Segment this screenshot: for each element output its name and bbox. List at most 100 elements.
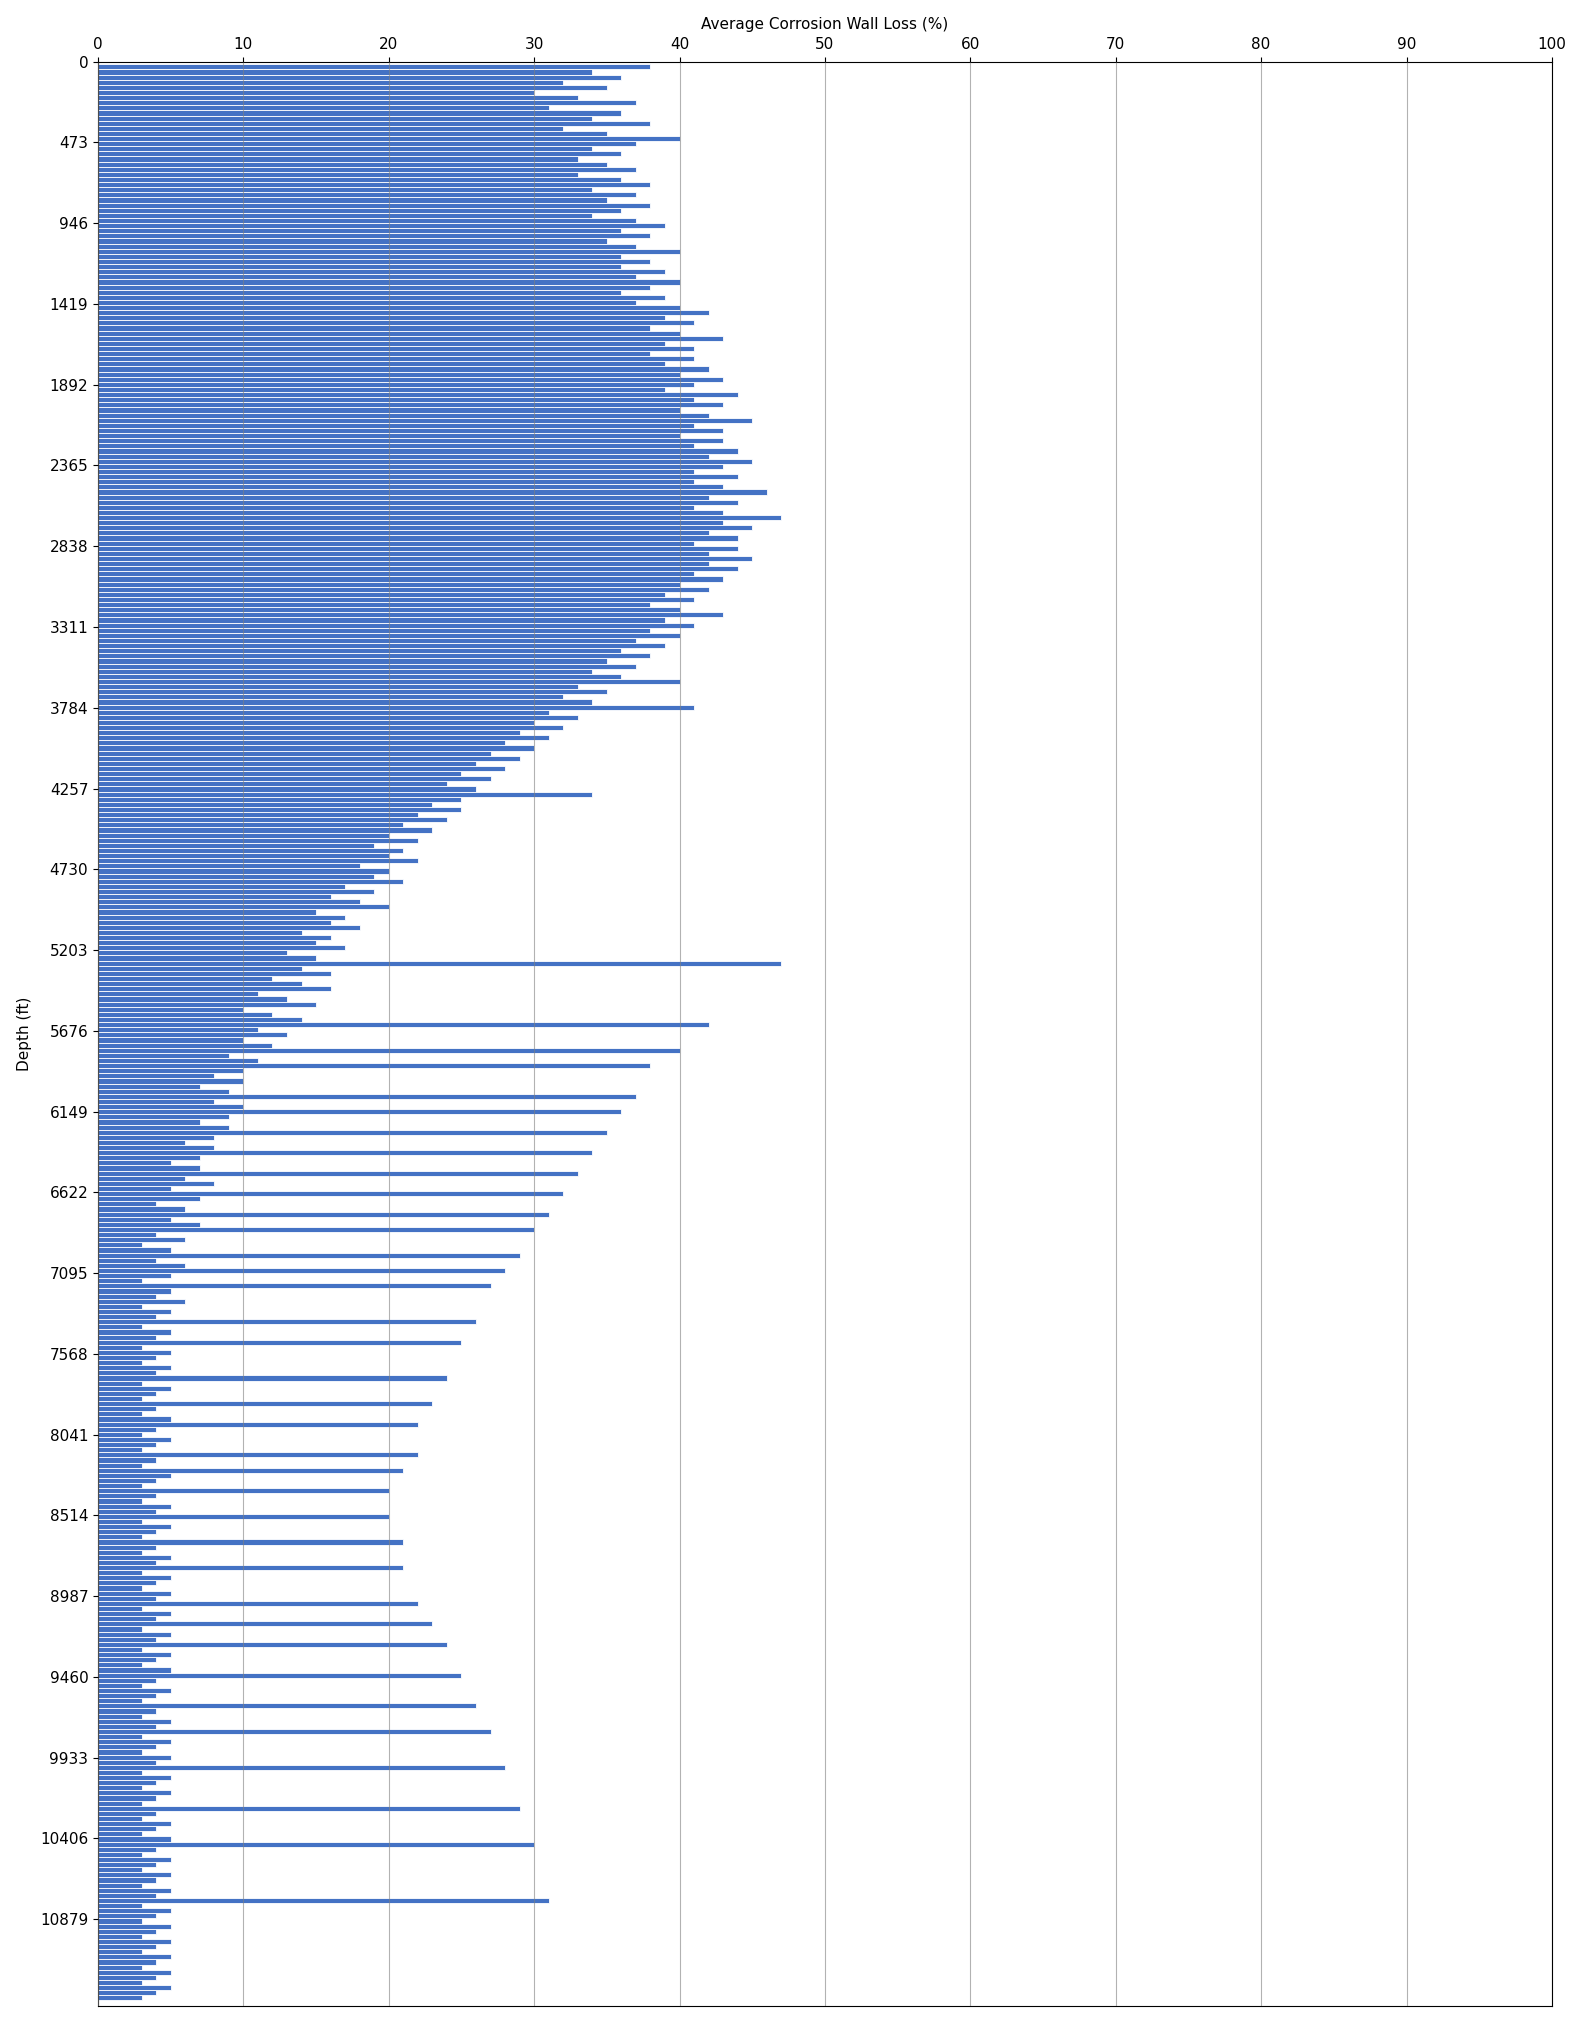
- Bar: [98, 1954, 171, 1960]
- Bar: [98, 1392, 157, 1396]
- Bar: [98, 1151, 592, 1155]
- Bar: [98, 1171, 578, 1175]
- Bar: [98, 172, 578, 176]
- Bar: [98, 827, 432, 833]
- Bar: [98, 700, 592, 704]
- Bar: [98, 1216, 171, 1222]
- Bar: [98, 838, 418, 844]
- Bar: [98, 1048, 679, 1052]
- Bar: [98, 1074, 214, 1078]
- Bar: [98, 1175, 185, 1181]
- Bar: [98, 1908, 171, 1914]
- Bar: [98, 1370, 157, 1376]
- Bar: [98, 1620, 432, 1626]
- Bar: [98, 1944, 157, 1948]
- Bar: [98, 1155, 199, 1161]
- Bar: [98, 1750, 141, 1754]
- Bar: [98, 1904, 141, 1908]
- Bar: [98, 613, 723, 617]
- Bar: [98, 99, 636, 105]
- Bar: [98, 520, 723, 526]
- Bar: [98, 1248, 171, 1252]
- Bar: [98, 208, 622, 212]
- Bar: [98, 1873, 171, 1877]
- Bar: [98, 955, 317, 961]
- Bar: [98, 366, 709, 372]
- Bar: [98, 1125, 230, 1129]
- Bar: [98, 1637, 157, 1643]
- Bar: [98, 1242, 141, 1248]
- Bar: [98, 1145, 214, 1151]
- Bar: [98, 413, 709, 417]
- Bar: [98, 1232, 157, 1238]
- Bar: [98, 259, 651, 265]
- Bar: [98, 1556, 171, 1560]
- Bar: [98, 111, 622, 115]
- Bar: [98, 340, 665, 346]
- Bar: [98, 1780, 157, 1784]
- Bar: [98, 1540, 404, 1544]
- Bar: [98, 1657, 157, 1663]
- Bar: [98, 1028, 258, 1032]
- Bar: [98, 105, 549, 111]
- Bar: [98, 894, 331, 898]
- Bar: [98, 975, 272, 981]
- Bar: [98, 500, 738, 506]
- Bar: [98, 403, 723, 407]
- Bar: [98, 89, 533, 95]
- Bar: [98, 1633, 171, 1637]
- Bar: [98, 1821, 171, 1827]
- Bar: [98, 1109, 622, 1115]
- Bar: [98, 1376, 446, 1380]
- Bar: [98, 1894, 157, 1898]
- Bar: [98, 526, 752, 530]
- Bar: [98, 546, 738, 550]
- Bar: [98, 581, 679, 587]
- Bar: [98, 560, 709, 566]
- X-axis label: Average Corrosion Wall Loss (%): Average Corrosion Wall Loss (%): [701, 16, 948, 32]
- Bar: [98, 326, 651, 330]
- Bar: [98, 1626, 141, 1633]
- Bar: [98, 637, 636, 643]
- Bar: [98, 1576, 171, 1580]
- Bar: [98, 991, 258, 997]
- Bar: [98, 115, 592, 121]
- Bar: [98, 844, 374, 848]
- Bar: [98, 352, 651, 356]
- Bar: [98, 657, 606, 664]
- Bar: [98, 265, 622, 269]
- Bar: [98, 607, 679, 613]
- Bar: [98, 1653, 171, 1657]
- Bar: [98, 136, 679, 142]
- Bar: [98, 781, 446, 787]
- Bar: [98, 878, 404, 884]
- Bar: [98, 1513, 389, 1519]
- Bar: [98, 540, 693, 546]
- Bar: [98, 239, 606, 243]
- Bar: [98, 1499, 141, 1503]
- Bar: [98, 336, 723, 340]
- Bar: [98, 346, 693, 352]
- Bar: [98, 1309, 171, 1315]
- Bar: [98, 1396, 141, 1402]
- Bar: [98, 1355, 157, 1359]
- Bar: [98, 1796, 157, 1800]
- Bar: [98, 1268, 505, 1272]
- Bar: [98, 1325, 141, 1329]
- Bar: [98, 1774, 171, 1780]
- Bar: [98, 386, 665, 392]
- Bar: [98, 285, 651, 289]
- Bar: [98, 807, 462, 811]
- Bar: [98, 868, 389, 874]
- Bar: [98, 1784, 141, 1790]
- Bar: [98, 1052, 230, 1058]
- Bar: [98, 987, 331, 991]
- Bar: [98, 176, 622, 182]
- Bar: [98, 1098, 214, 1105]
- Bar: [98, 680, 679, 684]
- Bar: [98, 1068, 244, 1074]
- Bar: [98, 1238, 185, 1242]
- Bar: [98, 597, 693, 603]
- Bar: [98, 1386, 171, 1392]
- Bar: [98, 1493, 157, 1499]
